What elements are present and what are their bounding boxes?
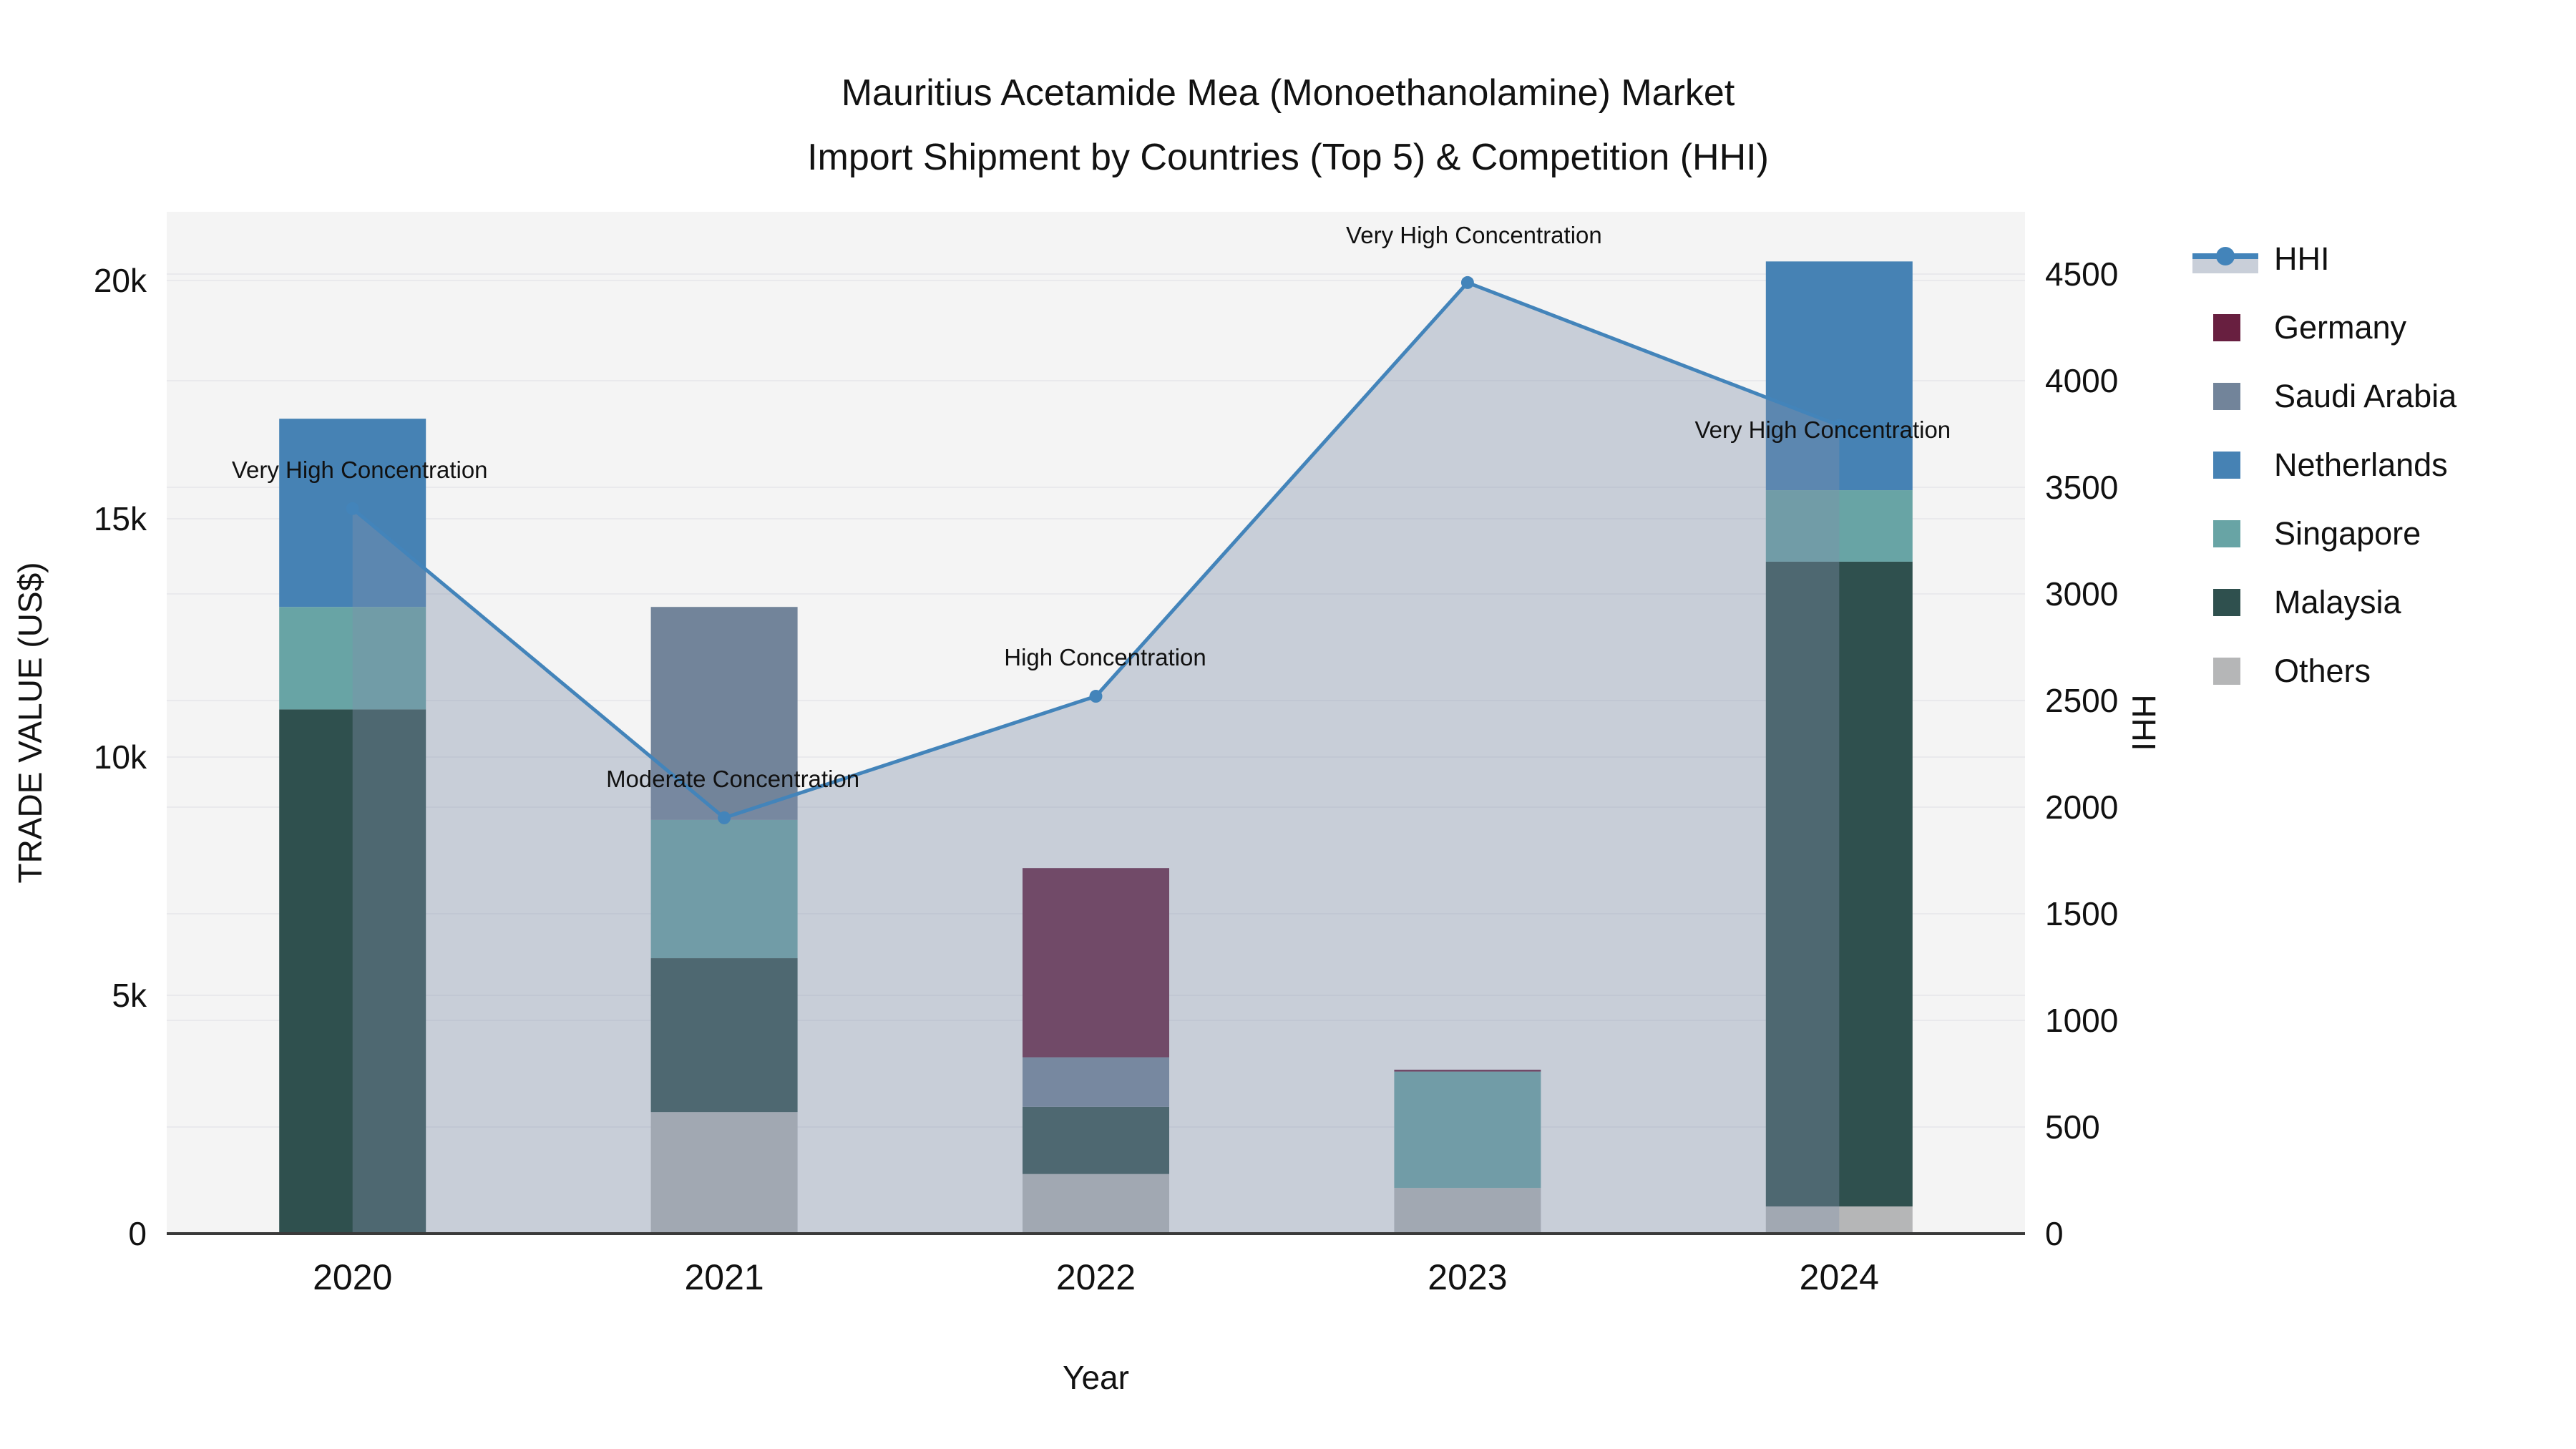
annotation-2022: High Concentration — [1004, 644, 1206, 671]
hhi-marker-2024[interactable] — [1833, 419, 1846, 432]
bar-2020-malaysia[interactable] — [279, 709, 426, 1234]
hhi-line-swatch-icon — [2192, 243, 2258, 275]
x-tick-2024: 2024 — [1800, 1257, 1879, 1297]
legend-item-others[interactable]: Others — [2192, 637, 2457, 706]
x-tick-2021: 2021 — [684, 1257, 763, 1297]
legend: HHI Germany Saudi Arabia Netherlands Singapo… — [2192, 225, 2457, 706]
y-right-tick-1000: 1000 — [2045, 1002, 2118, 1039]
legend-label: HHI — [2274, 240, 2330, 277]
y-right-tick-2000: 2000 — [2045, 789, 2118, 826]
bar-2021-others[interactable] — [650, 1112, 798, 1234]
y-right-tick-4000: 4000 — [2045, 362, 2118, 399]
bar-2022-saudi-arabia[interactable] — [1023, 1057, 1169, 1107]
legend-item-germany[interactable]: Germany — [2192, 293, 2457, 362]
legend-swatch-saudi-arabia-icon — [2213, 383, 2240, 410]
bar-2021-saudi-arabia[interactable] — [650, 607, 798, 820]
annotation-2024: Very High Concentration — [1694, 416, 1951, 443]
legend-item-hhi[interactable]: HHI — [2192, 225, 2457, 293]
legend-swatch-netherlands-icon — [2213, 452, 2240, 479]
hhi-area — [352, 282, 1840, 1234]
x-axis-title: Year — [1063, 1359, 1129, 1396]
bar-2022-malaysia[interactable] — [1023, 1106, 1169, 1174]
y-left-tick-20k: 20k — [94, 262, 147, 299]
annotation-2021: Moderate Concentration — [606, 766, 860, 793]
y-left-tick-10k: 10k — [94, 738, 147, 776]
annotation-2020: Very High Concentration — [231, 457, 488, 484]
hhi-marker-2022[interactable] — [1089, 690, 1103, 703]
y-right-tick-3000: 3000 — [2045, 575, 2118, 613]
bar-2024-singapore[interactable] — [1765, 490, 1913, 562]
y-axis-title-left: TRADE VALUE (US$) — [11, 562, 49, 884]
legend-label: Singapore — [2274, 515, 2421, 552]
legend-label: Germany — [2274, 309, 2407, 346]
legend-swatch-singapore-icon — [2213, 520, 2240, 547]
legend-label: Saudi Arabia — [2274, 378, 2457, 414]
bar-2021-malaysia[interactable] — [650, 958, 798, 1113]
legend-label: Netherlands — [2274, 447, 2448, 483]
bar-2022-germany[interactable] — [1023, 868, 1169, 1058]
bar-2021-singapore[interactable] — [650, 819, 798, 959]
y-right-tick-1500: 1500 — [2045, 895, 2118, 932]
legend-label: Others — [2274, 653, 2371, 689]
y-left-tick-0: 0 — [128, 1215, 147, 1252]
x-tick-2022: 2022 — [1056, 1257, 1136, 1297]
y-left-tick-5k: 5k — [112, 977, 147, 1014]
bar-2024-malaysia[interactable] — [1765, 561, 1913, 1207]
y-right-tick-4500: 4500 — [2045, 255, 2118, 293]
hhi-marker-2020[interactable] — [346, 502, 359, 515]
y-right-tick-3500: 3500 — [2045, 469, 2118, 506]
bar-2023-singapore[interactable] — [1394, 1071, 1541, 1189]
legend-item-saudi-arabia[interactable]: Saudi Arabia — [2192, 362, 2457, 431]
bar-2020-singapore[interactable] — [279, 607, 426, 710]
legend-item-malaysia[interactable]: Malaysia — [2192, 568, 2457, 637]
hhi-marker-2021[interactable] — [718, 811, 731, 824]
chart-title-line1: Mauritius Acetamide Mea (Monoethanolamin… — [841, 72, 1735, 114]
legend-swatch-others-icon — [2213, 658, 2240, 685]
y-right-tick-0: 0 — [2045, 1215, 2064, 1252]
y-right-tick-500: 500 — [2045, 1108, 2100, 1146]
y-right-tick-2500: 2500 — [2045, 682, 2118, 719]
legend-swatch-malaysia-icon — [2213, 589, 2240, 616]
y-axis-title-right: HHI — [2125, 694, 2162, 751]
legend-swatch-germany-icon — [2213, 314, 2240, 341]
legend-item-singapore[interactable]: Singapore — [2192, 499, 2457, 568]
bar-2024-netherlands[interactable] — [1765, 261, 1913, 491]
chart-title-line2: Import Shipment by Countries (Top 5) & C… — [807, 137, 1769, 178]
y-left-tick-15k: 15k — [94, 500, 147, 537]
annotation-2023: Very High Concentration — [1346, 222, 1602, 249]
bar-2023-germany[interactable] — [1394, 1069, 1541, 1072]
legend-label: Malaysia — [2274, 584, 2401, 620]
x-tick-2023: 2023 — [1428, 1257, 1507, 1297]
bar-2024-others[interactable] — [1765, 1206, 1913, 1234]
x-tick-2020: 2020 — [313, 1257, 392, 1297]
legend-item-netherlands[interactable]: Netherlands — [2192, 431, 2457, 499]
bar-2022-others[interactable] — [1023, 1174, 1169, 1234]
hhi-marker-2023[interactable] — [1460, 275, 1474, 289]
bar-2023-others[interactable] — [1394, 1188, 1541, 1234]
